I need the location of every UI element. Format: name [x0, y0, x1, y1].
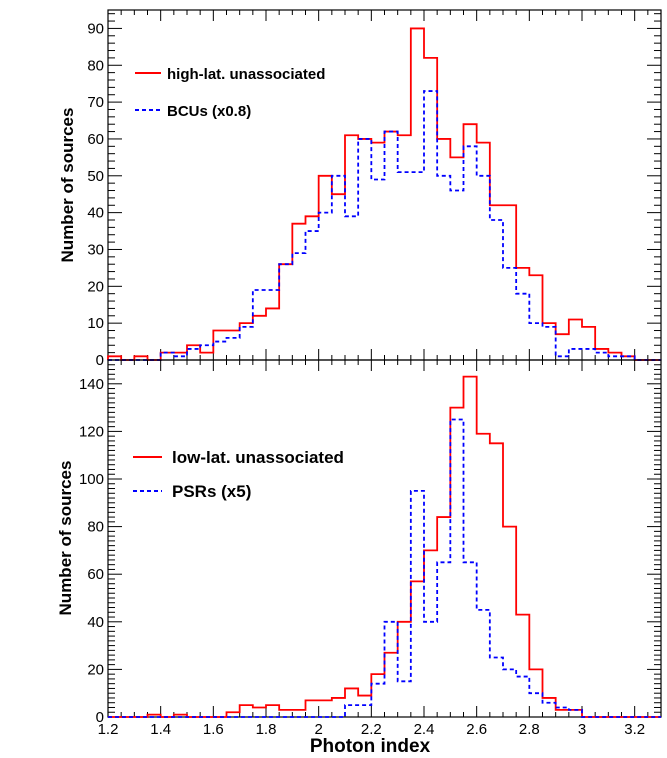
bot-series-reference-histogram	[108, 418, 661, 718]
top-legend: high-lat. unassociated BCUs (x0.8)	[135, 66, 325, 120]
bottom-legend-label-low-lat: low-lat. unassociated	[172, 448, 344, 467]
top-axis-ticks	[107, 10, 662, 361]
y-tick-label: 0	[96, 352, 104, 369]
bottom-legend: low-lat. unassociated PSRs (x5)	[133, 448, 344, 501]
x-tick-label: 1.4	[150, 721, 171, 738]
bottom-y-tick-labels: 0 20 40 60 80 100 120 140	[79, 376, 104, 726]
x-tick-label: 1.2	[98, 721, 119, 738]
y-tick-label: 80	[87, 57, 104, 74]
top-panel: 0 10 20 30 40 50 60 70 80 90 Number of sources hi…	[58, 9, 662, 369]
top-plot-frame	[107, 9, 662, 361]
bottom-y-axis-title: Number of sources	[56, 461, 75, 616]
bottom-panel: 0 20 40 60 80 100 120 140 1.2 1.4 1.6 1.8 2 2.2 2.4 2.…	[56, 359, 662, 757]
y-tick-label: 70	[87, 94, 104, 111]
x-tick-label: 3	[578, 721, 586, 738]
y-tick-label: 10	[87, 315, 104, 332]
bottom-axis-ticks	[107, 359, 662, 718]
y-tick-label: 100	[79, 471, 104, 488]
top-series-reference-histogram	[108, 90, 661, 361]
x-tick-label: 3.2	[624, 721, 645, 738]
x-tick-label: 2.8	[519, 721, 540, 738]
y-tick-label: 80	[87, 519, 104, 536]
top-legend-label-high-lat: high-lat. unassociated	[167, 66, 325, 83]
top-y-tick-labels: 0 10 20 30 40 50 60 70 80 90	[87, 20, 104, 369]
y-tick-label: 50	[87, 168, 104, 185]
y-tick-label: 40	[87, 614, 104, 631]
x-tick-label: 2	[314, 721, 322, 738]
x-axis-title: Photon index	[310, 736, 431, 757]
y-tick-label: 60	[87, 566, 104, 583]
y-tick-label: 90	[87, 20, 104, 37]
top-series-unassociated-histogram	[107, 27, 661, 361]
y-tick-label: 60	[87, 131, 104, 148]
x-tick-label: 1.8	[256, 721, 277, 738]
top-y-axis-title: Number of sources	[58, 108, 77, 263]
bottom-legend-label-psrs: PSRs (x5)	[172, 482, 251, 501]
y-tick-label: 40	[87, 205, 104, 222]
x-tick-label: 1.6	[203, 721, 224, 738]
bottom-x-tick-labels: 1.2 1.4 1.6 1.8 2 2.2 2.4 2.6 2.8 3 3.2	[98, 721, 646, 738]
top-legend-label-bcus: BCUs (x0.8)	[167, 103, 251, 120]
y-tick-label: 20	[87, 661, 104, 678]
y-tick-label: 0	[96, 709, 104, 726]
y-tick-label: 120	[79, 423, 104, 440]
top-series-group	[107, 27, 661, 361]
bot-series-unassociated-histogram	[108, 375, 661, 718]
y-tick-label: 30	[87, 241, 104, 258]
bottom-series-group	[108, 375, 661, 718]
y-tick-label: 20	[87, 278, 104, 295]
x-tick-label: 2.2	[361, 721, 382, 738]
x-tick-label: 2.4	[414, 721, 435, 738]
y-tick-label: 140	[79, 376, 104, 393]
x-tick-label: 2.6	[466, 721, 487, 738]
